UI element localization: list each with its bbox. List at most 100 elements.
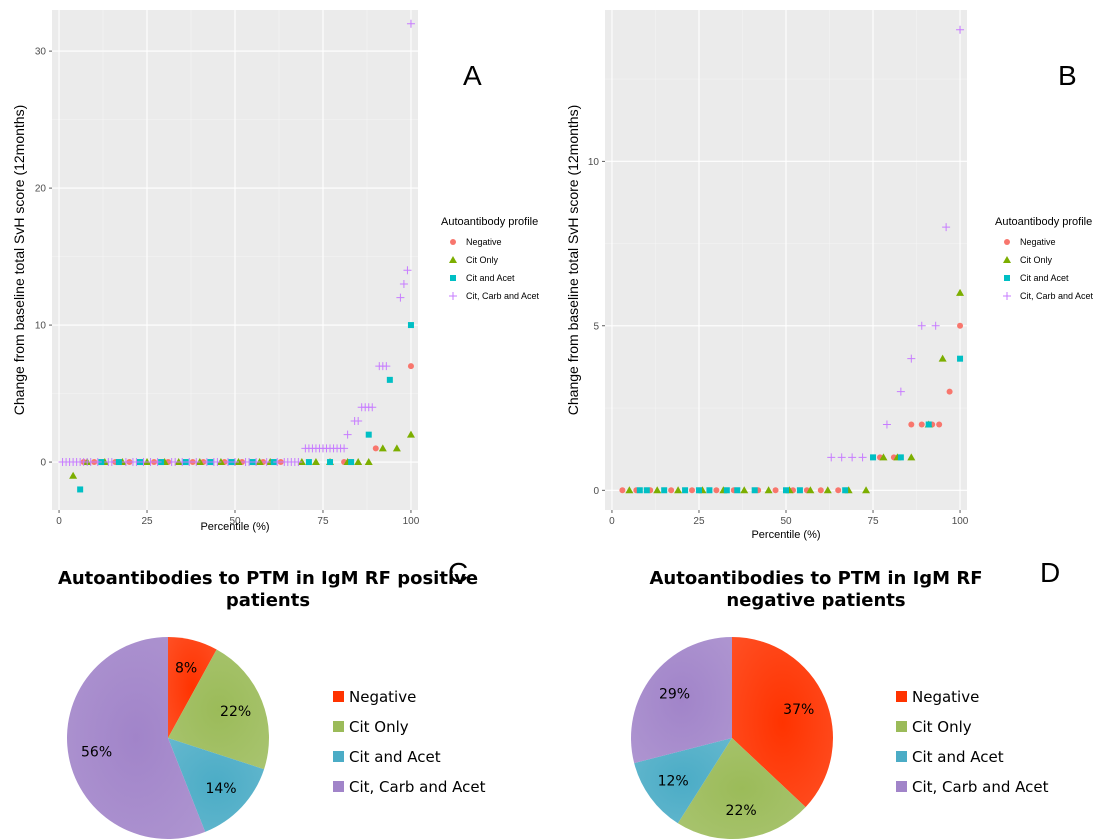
x-tick-label: 75 (867, 516, 879, 527)
pie-d: 37% 22% 12% 29% (631, 637, 834, 839)
data-point (918, 421, 925, 428)
data-point (848, 453, 857, 462)
data-point (806, 486, 815, 494)
data-point (931, 321, 940, 330)
data-point (327, 459, 334, 466)
plot-a-xlabel: Percentile (%) (200, 521, 269, 533)
pie-legend-swatch (896, 691, 907, 702)
pie-d-title-line1: Autoantibodies to PTM in IgM RF (650, 568, 983, 589)
data-point (396, 293, 405, 302)
data-point (305, 459, 312, 466)
data-point (171, 458, 180, 467)
data-point (86, 458, 95, 467)
data-point (870, 454, 877, 461)
y-tick-label: 0 (593, 486, 599, 497)
data-point (231, 458, 239, 467)
data-point (245, 458, 254, 467)
data-point (153, 458, 162, 467)
plot-a-legend-title: Autoantibody profile (441, 216, 538, 228)
pie-legend-label: Negative (349, 688, 416, 706)
data-point (956, 288, 965, 296)
legend-key (450, 275, 456, 281)
data-point (957, 355, 964, 362)
legend-label: Cit and Acet (1020, 273, 1069, 283)
data-point (192, 458, 201, 467)
pie-slice-negative (732, 637, 834, 808)
legend-label: Cit Only (1020, 255, 1053, 265)
legend-label: Cit, Carb and Acet (466, 291, 540, 301)
data-point (723, 487, 730, 494)
data-point (643, 487, 650, 494)
pie-legend-swatch (896, 721, 907, 732)
series-cit-carb-and-acet (827, 25, 965, 462)
plot-b-points (619, 25, 965, 494)
data-point (682, 487, 689, 494)
scatter-panel-a: 0 25 50 75 100 0 10 20 30 Percentile (%) Change … (11, 10, 540, 533)
pie-legend-swatch (333, 691, 344, 702)
plot-b-ticks: 0 25 50 75 100 0 5 10 (588, 157, 969, 527)
data-point (764, 486, 773, 494)
pie-slice-cit-and-acet (634, 738, 732, 824)
data-point (252, 458, 261, 467)
pie-slice-cit-only (677, 738, 806, 839)
data-point (365, 431, 372, 438)
data-point (907, 354, 916, 363)
data-point (146, 458, 155, 467)
x-tick-label: 25 (693, 516, 705, 527)
legend-label: Cit Only (466, 255, 499, 265)
data-point (407, 322, 414, 329)
data-point (399, 279, 408, 288)
pie-slice-cit-and-acet (168, 738, 265, 832)
data-point (946, 388, 953, 395)
x-tick-label: 100 (952, 516, 969, 527)
data-point (343, 430, 352, 439)
pie-panel-c: Autoantibodies to PTM in IgM RF positive… (58, 557, 486, 839)
data-point (262, 458, 271, 467)
series-cit-and-acet (636, 355, 964, 494)
data-point (69, 471, 78, 479)
data-point (858, 453, 867, 462)
data-point (406, 430, 415, 438)
pie-d-legend: Negative Cit Only Cit and Acet Cit, Carb an… (896, 688, 1049, 796)
pie-legend-label: Cit and Acet (349, 748, 441, 766)
data-point (668, 487, 675, 494)
data-point (382, 362, 391, 371)
data-point (938, 354, 947, 362)
data-point (695, 487, 702, 494)
data-point (407, 363, 414, 370)
plot-b-legend-title: Autoantibody profile (995, 216, 1092, 228)
pie-slice-label: 8% (175, 661, 197, 677)
x-tick-label: 0 (56, 516, 62, 527)
legend-label: Cit, Carb and Acet (1020, 291, 1094, 301)
data-point (368, 403, 377, 412)
data-point (907, 453, 916, 461)
pie-legend-swatch (333, 721, 344, 732)
data-point (783, 487, 789, 494)
data-point (956, 25, 965, 34)
scatter-panel-b: 0 25 50 75 100 0 5 10 Percentile (%) Change fro… (565, 10, 1094, 541)
x-tick-label: 50 (780, 516, 792, 527)
data-point (213, 458, 222, 467)
data-point (132, 458, 141, 467)
data-point (957, 322, 964, 329)
data-point (139, 458, 148, 467)
data-point (713, 487, 720, 494)
plot-a-points (58, 19, 415, 493)
pie-legend-label: Cit, Carb and Acet (912, 778, 1049, 796)
pie-legend-label: Cit and Acet (912, 748, 1004, 766)
data-point (882, 420, 891, 429)
panel-letter-b: B (1058, 60, 1077, 91)
pie-slice-cit-carb-and-acet (67, 637, 206, 839)
data-point (734, 487, 741, 494)
data-point (354, 416, 363, 425)
data-point (879, 453, 888, 461)
data-point (403, 266, 412, 275)
y-tick-label: 20 (35, 184, 47, 195)
data-point (740, 486, 749, 494)
data-point (823, 486, 832, 494)
data-point (354, 458, 363, 466)
legend-key (450, 239, 456, 245)
pie-legend-swatch (896, 781, 907, 792)
plot-b-xlabel: Percentile (%) (751, 529, 820, 541)
